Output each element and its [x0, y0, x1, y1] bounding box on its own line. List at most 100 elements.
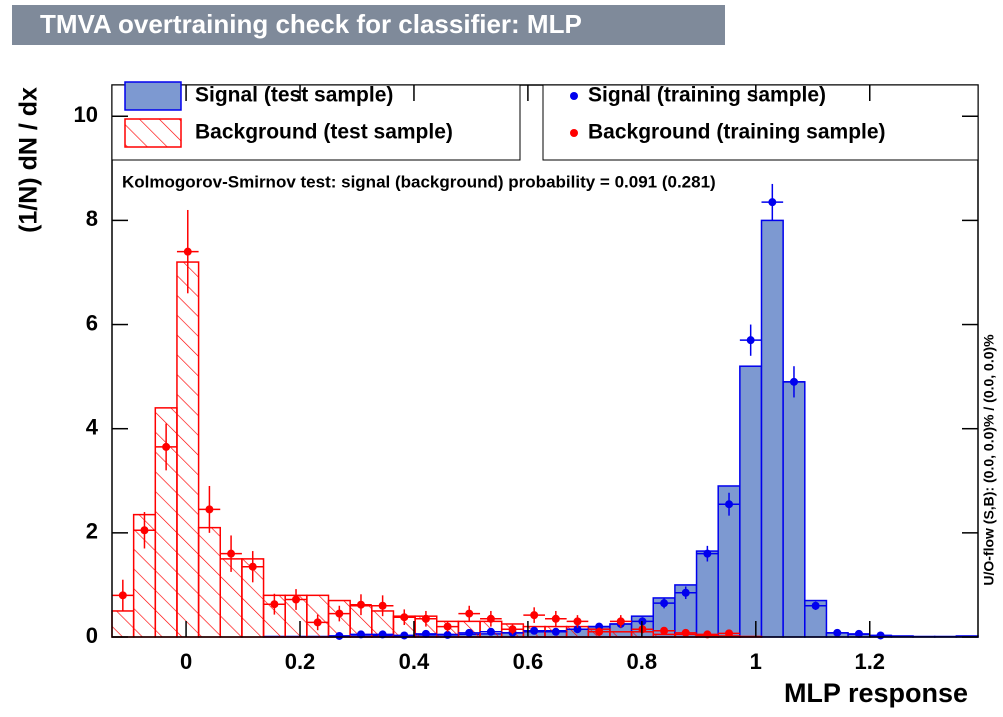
histogram-bar [197, 526, 222, 638]
ks-annotation: Kolmogorov-Smirnov test: signal (backgro… [122, 172, 716, 191]
training-point [739, 324, 762, 356]
training-point [480, 627, 502, 636]
marker [356, 600, 365, 609]
training-point [220, 535, 242, 572]
training-point [718, 629, 740, 638]
training-point [112, 579, 134, 611]
marker [595, 627, 604, 636]
training-point [371, 595, 394, 617]
training-point [718, 492, 740, 516]
training-point [393, 609, 416, 626]
histogram-bar [695, 550, 719, 638]
training-point [804, 601, 827, 610]
x-tick-label: 0.4 [399, 649, 430, 674]
marker [854, 629, 863, 638]
training-point [653, 597, 675, 609]
x-tick-label: 0 [180, 649, 192, 674]
x-axis-label: MLP response [784, 678, 968, 708]
training-point [674, 586, 697, 599]
marker [335, 609, 344, 618]
x-tick-label: 0.6 [513, 649, 544, 674]
marker [248, 562, 257, 571]
histogram-bar [739, 365, 763, 638]
marker [681, 588, 690, 597]
marker [227, 549, 236, 558]
training-point [674, 628, 697, 637]
training-point [436, 621, 459, 632]
legend-label: Signal (training sample) [588, 84, 826, 107]
training-point [328, 605, 351, 622]
histogram-bar [782, 381, 806, 638]
marker [530, 611, 539, 620]
legend-marker [570, 92, 578, 100]
training-point [415, 610, 437, 627]
legend-label: Signal (test sample) [195, 84, 393, 107]
histogram-bar [609, 631, 633, 638]
marker [118, 591, 127, 600]
marker [573, 625, 582, 634]
marker [465, 609, 474, 618]
legend-box [542, 84, 979, 161]
marker [725, 500, 734, 509]
y-tick-label: 10 [74, 102, 98, 127]
marker [183, 247, 192, 256]
marker [660, 599, 669, 608]
training-point [523, 607, 545, 623]
training-point [306, 614, 329, 631]
legend-label: Background (training sample) [588, 121, 886, 144]
legend-label: Background (test sample) [195, 121, 453, 144]
histogram-bar [760, 219, 784, 638]
marker [551, 627, 560, 636]
training-point [198, 485, 221, 533]
training-point [133, 512, 156, 549]
x-tick-label: 0.8 [627, 649, 658, 674]
marker [703, 549, 712, 558]
marker [400, 631, 409, 640]
training-point [176, 209, 199, 294]
training-point [458, 605, 481, 622]
training-point [285, 589, 307, 610]
marker [335, 631, 344, 640]
marker [140, 526, 149, 535]
marker [313, 618, 322, 627]
y-axis-label: (1/N) dN / dx [15, 87, 43, 233]
marker [292, 595, 301, 604]
marker [270, 600, 279, 609]
y-tick-label: 8 [86, 206, 98, 231]
training-point [761, 183, 784, 221]
marker [725, 629, 734, 638]
training-point [241, 551, 264, 583]
marker [421, 629, 430, 638]
training-point [480, 610, 502, 627]
training-point [566, 615, 589, 628]
training-point [869, 631, 892, 640]
marker [508, 625, 517, 634]
training-point [545, 627, 567, 636]
training-point [848, 629, 870, 638]
marker [833, 628, 842, 637]
x-tick-label: 1.2 [854, 649, 885, 674]
marker [616, 617, 625, 626]
marker [811, 601, 820, 610]
training-point [501, 623, 524, 635]
marker [378, 601, 387, 610]
marker [876, 631, 885, 640]
training-point [545, 610, 567, 627]
histogram-bar [176, 261, 200, 638]
legend-swatch [124, 81, 182, 111]
training-point [653, 626, 675, 635]
marker [681, 628, 690, 637]
marker [486, 614, 495, 623]
training-point [588, 627, 610, 636]
marker [205, 505, 214, 514]
y-tick-label: 0 [86, 623, 98, 648]
training-point [458, 628, 481, 637]
x-tick-label: 0.2 [285, 649, 316, 674]
y-tick-label: 4 [86, 415, 99, 440]
y-tick-label: 6 [86, 310, 98, 335]
y-tick-label: 2 [86, 519, 98, 544]
marker [573, 617, 582, 626]
marker [465, 628, 474, 637]
training-point [523, 626, 545, 635]
